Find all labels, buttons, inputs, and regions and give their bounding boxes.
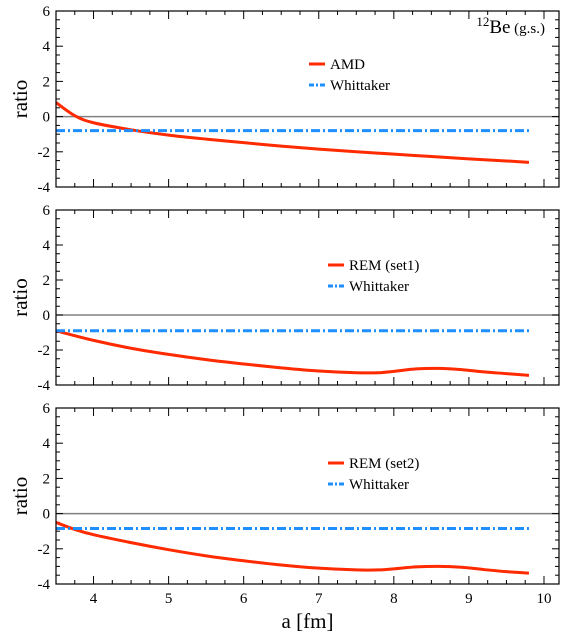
- y-tick-label: 6: [43, 203, 51, 219]
- x-tick-label: 5: [165, 591, 173, 607]
- y-tick-label: 0: [43, 110, 51, 126]
- y-axis-label: ratio: [8, 278, 32, 316]
- y-tick-label: 2: [43, 74, 51, 90]
- y-tick-label: 0: [43, 308, 51, 324]
- y-tick-label: 2: [43, 273, 51, 289]
- panel-2: -4 -2 0 2 4 6 ratio REM (set1) Whittaker: [8, 203, 560, 394]
- y-tick-label: 6: [43, 4, 51, 20]
- x-tick-label: 8: [390, 591, 398, 607]
- legend-label-0: REM (set1): [349, 258, 419, 274]
- series-line-0: [56, 101, 530, 164]
- plot-frame: [55, 209, 560, 386]
- plot-frame: [55, 10, 560, 188]
- legend-label-1: Whittaker: [330, 78, 390, 94]
- y-tick-label: 6: [43, 401, 51, 417]
- y-tick-label: 4: [43, 436, 51, 452]
- legend-label-1: Whittaker: [349, 477, 409, 493]
- x-tick-label: 4: [90, 591, 98, 607]
- y-tick-label: -2: [38, 343, 51, 359]
- y-axis-label: ratio: [8, 477, 32, 515]
- y-axis-label: ratio: [8, 80, 32, 118]
- y-tick-label: 0: [43, 507, 51, 523]
- x-tick-label: 6: [240, 591, 248, 607]
- panel-1: -4 -2 0 2 4 6 ratio AMD Whittaker 12Be (g.s.): [8, 4, 560, 196]
- y-tick-label: 4: [43, 238, 51, 254]
- x-tick-label: 9: [465, 591, 473, 607]
- y-tick-label: -4: [38, 577, 51, 593]
- legend: AMD Whittaker: [309, 57, 390, 94]
- legend: REM (set2) Whittaker: [328, 456, 419, 493]
- x-tick-label: 10: [536, 591, 551, 607]
- y-tick-label: 4: [43, 39, 51, 55]
- nucleus-annotation: 12Be (g.s.): [476, 14, 545, 38]
- legend-label-0: AMD: [330, 57, 365, 73]
- series-line-0: [56, 520, 530, 575]
- y-tick-label: 2: [43, 471, 51, 487]
- legend: REM (set1) Whittaker: [328, 258, 419, 295]
- y-tick-label: -4: [38, 180, 51, 196]
- series-line-0: [56, 329, 530, 377]
- legend-label-1: Whittaker: [349, 279, 409, 295]
- y-tick-label: -2: [38, 145, 51, 161]
- legend-label-0: REM (set2): [349, 456, 419, 472]
- y-tick-label: -4: [38, 378, 51, 394]
- plot-frame: [55, 407, 560, 585]
- x-axis-label: a [fm]: [282, 609, 334, 633]
- x-tick-label: 7: [315, 591, 323, 607]
- y-tick-label: -2: [38, 542, 51, 558]
- panel-3: -4 -2 0 2 4 6 4 5 6 7 8 9 10 ratio a [fm] REM (set2) Whi…: [8, 401, 560, 633]
